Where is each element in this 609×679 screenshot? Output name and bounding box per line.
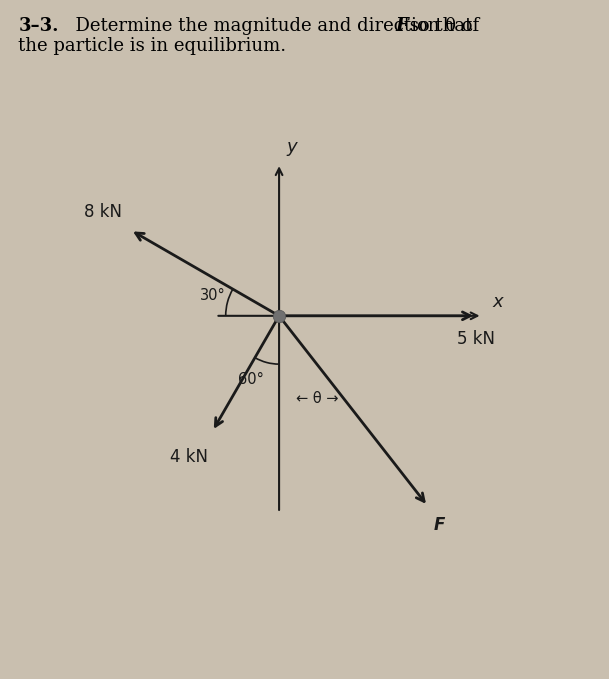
Text: the particle is in equilibrium.: the particle is in equilibrium. <box>18 37 286 55</box>
Text: Determine the magnitude and direction θ of: Determine the magnitude and direction θ … <box>64 17 485 35</box>
Text: F: F <box>434 516 445 534</box>
Text: 5 kN: 5 kN <box>457 330 495 348</box>
Text: 3–3.: 3–3. <box>18 17 59 35</box>
Text: 4 kN: 4 kN <box>171 448 208 466</box>
Text: 30°: 30° <box>200 288 226 303</box>
Text: 60°: 60° <box>238 372 264 387</box>
Text: y: y <box>287 138 297 155</box>
Text: ← θ →: ← θ → <box>296 391 339 406</box>
Text: so that: so that <box>404 17 472 35</box>
Text: 8 kN: 8 kN <box>83 203 122 221</box>
Text: F: F <box>396 17 409 35</box>
Text: x: x <box>493 293 503 311</box>
